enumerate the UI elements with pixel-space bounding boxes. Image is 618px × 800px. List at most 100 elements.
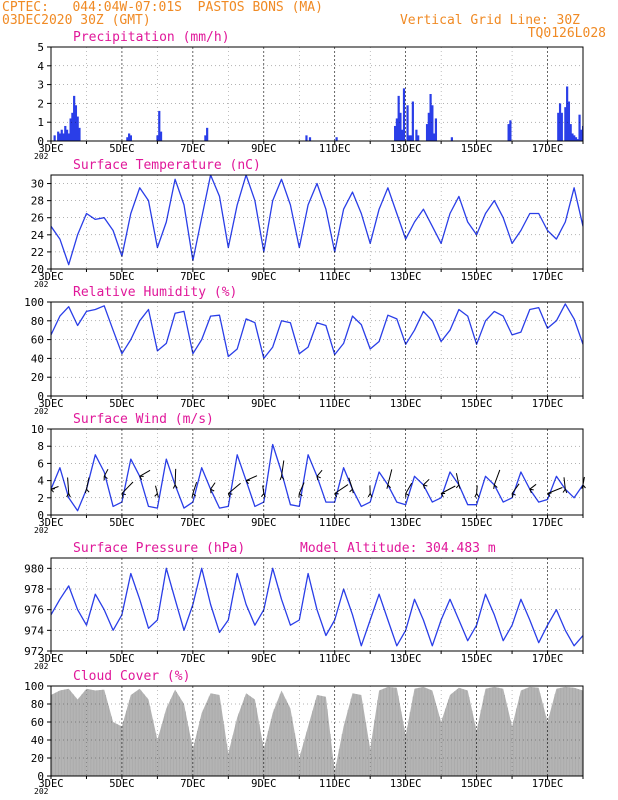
- y-tick-label: 20: [31, 752, 44, 765]
- x-tick-label: 9DEC: [251, 271, 276, 283]
- wind-arrow: [103, 468, 109, 477]
- precip-bar: [558, 103, 562, 141]
- precip-bar: [429, 94, 432, 141]
- wind-arrow: [210, 482, 216, 490]
- wind-arrow: [405, 482, 413, 494]
- precip-bar: [433, 133, 436, 141]
- wind-arrow-head: [279, 476, 282, 481]
- wind-arrow-head: [210, 488, 215, 492]
- y-tick-label: 1: [37, 116, 44, 129]
- precip-bar: [74, 105, 78, 141]
- wind-arrow-head: [66, 493, 70, 498]
- x-tick-label: 13DEC: [390, 517, 422, 529]
- y-tick-label: 2: [37, 97, 44, 110]
- x-tick-label: 11DEC: [319, 143, 351, 155]
- wind-arrow-head: [68, 493, 71, 498]
- y-tick-label: 22: [31, 246, 44, 259]
- y-tick-label: 0: [37, 390, 44, 403]
- panel-frame: [50, 428, 584, 516]
- cloud-cover-area: [51, 686, 583, 776]
- panel-frame: [50, 685, 584, 777]
- wind-arrow-head: [103, 475, 108, 479]
- header-grid-line-note: Vertical Grid Line: 30Z: [399, 13, 580, 28]
- year-label: 202: [34, 662, 49, 671]
- wind-arrow: [174, 468, 177, 485]
- wind-arrow-head: [352, 489, 354, 494]
- precip-bar: [69, 118, 72, 141]
- precip-bar: [65, 129, 69, 141]
- wind-arrow-head: [529, 488, 534, 491]
- wind-arrow-head: [316, 475, 321, 479]
- precip-bar: [408, 135, 411, 141]
- wind-arrow: [476, 485, 478, 494]
- year-label: 202: [34, 152, 49, 161]
- x-tick-label: 9DEC: [251, 398, 276, 410]
- x-tick-label: 11DEC: [319, 653, 351, 665]
- x-tick-label: 11DEC: [319, 778, 351, 790]
- wind-arrow-head: [281, 475, 285, 480]
- x-tick-label: 3DEC: [38, 653, 63, 665]
- precip-bar: [434, 118, 438, 141]
- y-tick-label: 2: [37, 492, 44, 505]
- y-tick-label: 6: [37, 457, 44, 470]
- x-tick-label: 17DEC: [532, 143, 564, 155]
- y-tick-label: 4: [37, 60, 44, 73]
- x-tick-label: 9DEC: [251, 143, 276, 155]
- panel-title: Cloud Cover (%): [73, 669, 190, 684]
- precip-bar: [159, 131, 163, 141]
- wind-arrow-head: [349, 488, 353, 493]
- y-tick-label: 100: [24, 296, 44, 309]
- precip-bar: [564, 107, 567, 141]
- x-tick-label: 15DEC: [461, 398, 493, 410]
- panel-frame: [50, 557, 584, 652]
- header-station-line: CPTEC: 044:04W-07:01S PASTOS BONS (MA): [2, 0, 323, 15]
- wind-arrow: [334, 484, 349, 494]
- wind-arrow-head: [423, 484, 428, 487]
- wind-arrow-head: [139, 476, 143, 480]
- y-tick-label: 980: [24, 562, 44, 575]
- header-model-id: TQ0126L028: [527, 26, 606, 41]
- x-tick-label: 7DEC: [180, 653, 205, 665]
- y-tick-label: 100: [24, 680, 44, 693]
- wind-arrow-head: [227, 493, 231, 498]
- precip-bar: [204, 135, 207, 141]
- precip-bar: [158, 110, 161, 141]
- wind-arrow: [86, 477, 90, 490]
- series-line: [51, 567, 583, 647]
- x-tick-label: 15DEC: [461, 653, 493, 665]
- header-date-line: 03DEC2020 30Z (GMT): [2, 13, 151, 28]
- x-tick-label: 17DEC: [532, 517, 564, 529]
- precip-bar: [427, 112, 430, 141]
- precip-bar: [62, 133, 65, 141]
- precip-bar: [417, 135, 420, 141]
- precip-bar: [580, 129, 583, 141]
- x-tick-label: 11DEC: [319, 271, 351, 283]
- series-line: [51, 303, 583, 360]
- precip-bar: [411, 101, 414, 141]
- y-tick-label: 976: [24, 604, 44, 617]
- x-tick-label: 9DEC: [251, 778, 276, 790]
- panel-title: Precipitation (mm/h): [73, 30, 230, 45]
- x-tick-label: 15DEC: [461, 517, 493, 529]
- panel-2: 20 22 24 26 28 30 3DEC 5DEC 7DEC 9DEC 11DEC 13DEC 15…: [31, 158, 584, 289]
- y-tick-label: 0: [37, 135, 44, 148]
- wind-arrow: [511, 483, 520, 494]
- precip-bar: [574, 137, 578, 141]
- precip-bar: [402, 88, 406, 141]
- y-tick-label: 978: [24, 583, 44, 596]
- wind-arrow-head: [154, 493, 158, 497]
- wind-arrow-head: [440, 493, 444, 498]
- y-tick-label: 5: [37, 41, 44, 54]
- x-tick-label: 13DEC: [390, 398, 422, 410]
- precip-bar: [569, 124, 572, 141]
- wind-arrow-head: [260, 493, 265, 498]
- y-tick-label: 8: [37, 440, 44, 453]
- precip-bar: [399, 112, 402, 141]
- x-tick-label: 3DEC: [38, 398, 63, 410]
- x-tick-label: 5DEC: [109, 778, 134, 790]
- panel-6: 0 20 40 60 80 100 3DEC 5DEC 7DEC 9DEC 11DEC 13DEC 15…: [24, 669, 584, 796]
- y-tick-label: 0: [37, 509, 44, 522]
- panel-4: 0 2 4 6 8 10 3DEC 5DEC 7DEC 9DEC 11DEC 13DEC 15DEC 17…: [31, 412, 586, 535]
- panel-frame: [50, 46, 584, 142]
- y-tick-label: 30: [31, 178, 44, 191]
